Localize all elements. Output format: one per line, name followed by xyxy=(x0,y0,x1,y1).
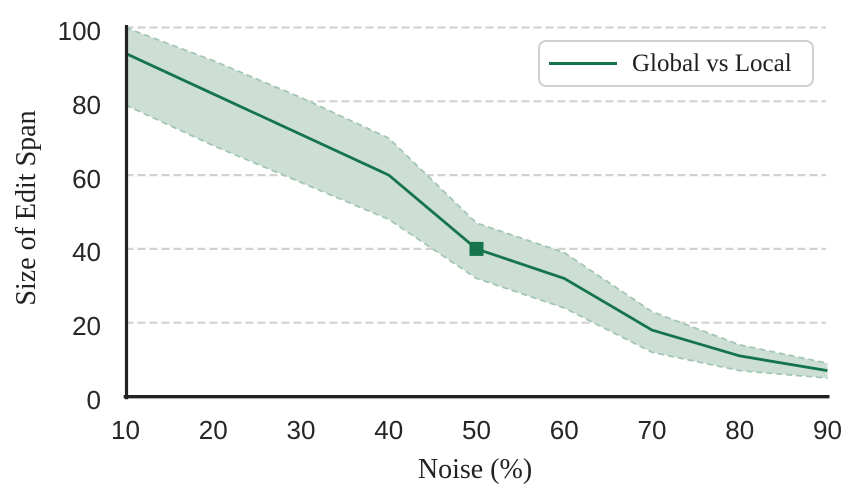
legend-line-sample xyxy=(549,62,617,65)
y-tick-label: 0 xyxy=(86,385,101,415)
band-lower-edge xyxy=(125,104,828,379)
x-tick-label: 20 xyxy=(198,415,228,445)
x-tick-label: 70 xyxy=(637,415,667,445)
x-tick-label: 80 xyxy=(725,415,755,445)
y-tick-label: 20 xyxy=(72,311,101,342)
x-tick-label: 50 xyxy=(462,415,491,445)
y-axis-title: Size of Edit Span xyxy=(11,110,42,306)
x-tick-label: 90 xyxy=(813,415,842,445)
legend-label: Global vs Local xyxy=(632,49,792,77)
x-axis-title: Noise (%) xyxy=(417,454,533,485)
legend: Global vs Local xyxy=(538,40,814,87)
data-point-marker xyxy=(469,241,484,256)
x-tick-label: 10 xyxy=(111,415,140,445)
x-tick-label: 40 xyxy=(374,415,404,445)
x-tick-label: 30 xyxy=(286,415,316,445)
y-tick-label: 100 xyxy=(57,16,101,46)
y-tick-label: 60 xyxy=(72,163,101,194)
confidence-band xyxy=(125,27,828,379)
band-upper-edge xyxy=(125,26,828,365)
y-tick-label: 40 xyxy=(72,237,101,268)
y-tick-label: 80 xyxy=(72,89,101,120)
x-tick-label: 60 xyxy=(549,415,579,445)
